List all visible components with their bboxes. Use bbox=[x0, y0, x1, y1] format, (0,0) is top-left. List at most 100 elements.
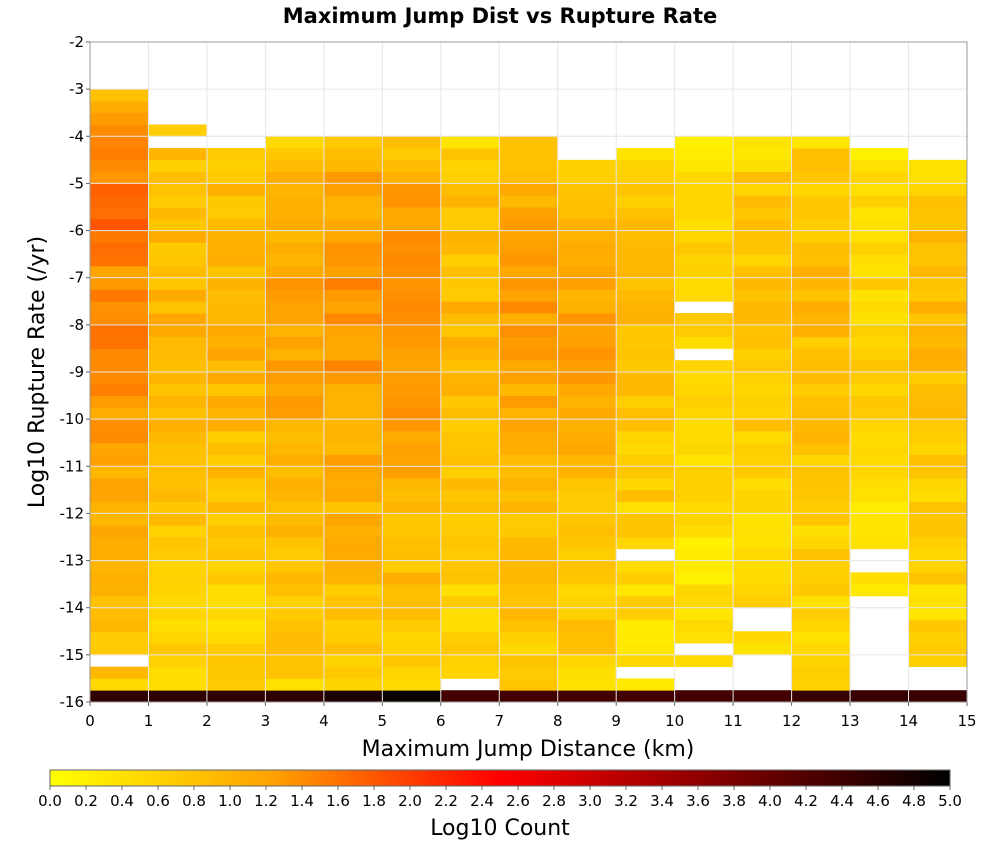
heatmap-cell bbox=[499, 466, 559, 479]
heatmap-cell bbox=[90, 501, 149, 514]
heatmap-cell bbox=[791, 607, 851, 620]
heatmap-cell bbox=[733, 395, 792, 408]
heatmap-cell bbox=[148, 537, 208, 550]
heatmap-cell bbox=[499, 265, 559, 279]
heatmap-cell bbox=[499, 159, 559, 173]
heatmap-cell bbox=[791, 395, 851, 408]
heatmap-cell bbox=[440, 301, 500, 314]
heatmap-cell bbox=[382, 619, 442, 632]
heatmap-cell bbox=[382, 595, 442, 609]
heatmap-cell bbox=[674, 242, 734, 255]
heatmap-cell bbox=[265, 419, 325, 432]
heatmap-cell bbox=[323, 501, 383, 514]
heatmap-cell bbox=[850, 313, 909, 326]
heatmap-cell bbox=[674, 690, 734, 703]
heatmap-cell bbox=[148, 242, 208, 255]
heatmap-cell bbox=[733, 171, 792, 184]
heatmap-cell bbox=[850, 242, 909, 255]
heatmap-cell bbox=[733, 466, 792, 479]
heatmap-cell bbox=[674, 265, 734, 279]
x-tick-label: 7 bbox=[494, 712, 504, 730]
heatmap-cell bbox=[908, 584, 968, 597]
heatmap-cell bbox=[557, 584, 617, 597]
colorbar-tick-label: 3.6 bbox=[686, 792, 710, 810]
heatmap-cell bbox=[908, 619, 968, 632]
heatmap-cell bbox=[440, 324, 500, 338]
heatmap-cell bbox=[148, 595, 208, 609]
heatmap-cell bbox=[850, 254, 909, 267]
heatmap-cell bbox=[791, 631, 851, 644]
heatmap-cell bbox=[206, 183, 266, 196]
heatmap-cell bbox=[674, 489, 734, 503]
heatmap-cell bbox=[499, 619, 559, 632]
heatmap-cell bbox=[616, 690, 676, 703]
heatmap-cell bbox=[323, 419, 383, 432]
heatmap-cell bbox=[206, 478, 266, 491]
heatmap-cell bbox=[148, 171, 208, 184]
heatmap-cell bbox=[440, 430, 500, 444]
heatmap-cell bbox=[382, 584, 442, 597]
heatmap-cell bbox=[499, 407, 559, 420]
heatmap-cell bbox=[323, 666, 383, 679]
heatmap-cell bbox=[90, 407, 149, 420]
heatmap-cell bbox=[733, 218, 792, 231]
heatmap-cell bbox=[323, 478, 383, 491]
heatmap-cell bbox=[733, 454, 792, 467]
heatmap-cell bbox=[440, 584, 500, 597]
heatmap-cell bbox=[616, 277, 676, 290]
heatmap-cell bbox=[90, 218, 149, 231]
heatmap-cell bbox=[206, 619, 266, 632]
heatmap-cell bbox=[791, 360, 851, 373]
heatmap-cell bbox=[90, 419, 149, 432]
heatmap-cell bbox=[440, 454, 500, 467]
heatmap-cell bbox=[791, 419, 851, 432]
heatmap-cell bbox=[148, 631, 208, 644]
heatmap-cell bbox=[499, 230, 559, 243]
heatmap-cell bbox=[616, 159, 676, 173]
heatmap-cell bbox=[557, 230, 617, 243]
heatmap-cell bbox=[206, 242, 266, 255]
heatmap-cell bbox=[674, 430, 734, 444]
heatmap-cell bbox=[499, 148, 559, 161]
heatmap-cell bbox=[148, 584, 208, 597]
heatmap-cell bbox=[206, 572, 266, 585]
heatmap-cell bbox=[499, 560, 559, 573]
heatmap-cell bbox=[440, 348, 500, 361]
heatmap-cell bbox=[733, 230, 792, 243]
heatmap-cell bbox=[90, 277, 149, 290]
heatmap-cell bbox=[265, 442, 325, 455]
y-tick-label: -13 bbox=[60, 552, 85, 570]
heatmap-cell bbox=[206, 537, 266, 550]
heatmap-cell bbox=[148, 489, 208, 503]
heatmap-cell bbox=[440, 478, 500, 491]
heatmap-cell bbox=[908, 560, 968, 573]
heatmap-cell bbox=[206, 289, 266, 302]
heatmap-cell bbox=[791, 383, 851, 396]
x-tick-label: 12 bbox=[782, 712, 801, 730]
heatmap-cell bbox=[908, 478, 968, 491]
heatmap-cell bbox=[90, 525, 149, 538]
heatmap-cell bbox=[206, 265, 266, 279]
heatmap-cell bbox=[323, 148, 383, 161]
heatmap-cell bbox=[616, 218, 676, 231]
heatmap-cell bbox=[557, 289, 617, 302]
colorbar-tick-label: 2.4 bbox=[470, 792, 494, 810]
heatmap-cell bbox=[557, 478, 617, 491]
heatmap-cell bbox=[791, 584, 851, 597]
heatmap-cell bbox=[733, 478, 792, 491]
heatmap-cell bbox=[557, 159, 617, 173]
heatmap-cell bbox=[557, 572, 617, 585]
x-tick-label: 4 bbox=[319, 712, 329, 730]
heatmap-cell bbox=[440, 360, 500, 373]
heatmap-cell bbox=[382, 666, 442, 679]
heatmap-cell bbox=[791, 537, 851, 550]
heatmap-cell bbox=[265, 336, 325, 349]
colorbar-tick-label: 3.0 bbox=[578, 792, 602, 810]
heatmap-cell bbox=[499, 207, 559, 220]
heatmap-cell bbox=[674, 513, 734, 526]
heatmap-cell bbox=[499, 419, 559, 432]
heatmap-cell bbox=[382, 489, 442, 503]
heatmap-cell bbox=[206, 525, 266, 538]
heatmap-cell bbox=[382, 183, 442, 196]
